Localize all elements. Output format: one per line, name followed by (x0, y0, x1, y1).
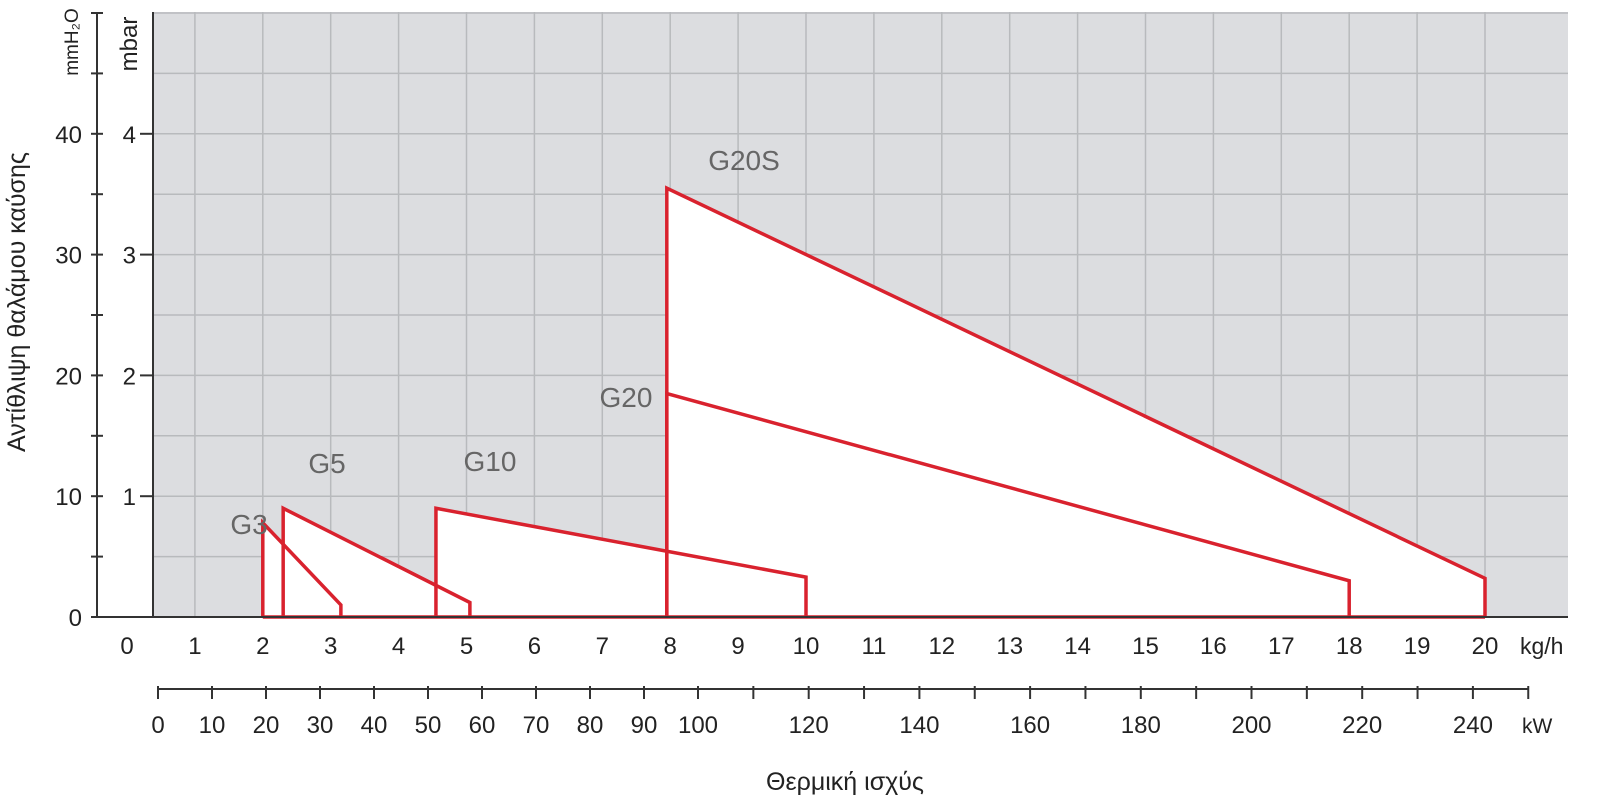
x-tick-label-kw: 0 (151, 712, 164, 739)
series-labels: G3 G5 G10 G20 G20S (230, 145, 779, 540)
x-tick-label-kgh: 16 (1200, 633, 1227, 660)
x-tick-label-kw: 30 (307, 712, 334, 739)
x-tick-label-kgh: 11 (861, 633, 886, 660)
x-unit-kgh: kg/h (1520, 633, 1563, 659)
x-tick-label-kgh: 9 (731, 633, 744, 660)
y-unit-mbar: mbar (116, 17, 143, 72)
series-line-g5 (281, 505, 472, 617)
x-tick-label-kw: 160 (1010, 712, 1050, 739)
x-unit-kw: kW (1522, 715, 1553, 738)
series-line-g20s (665, 185, 1487, 617)
y-tick-label-mmh2o: 30 (55, 243, 82, 270)
x-tick-label-kw: 240 (1453, 712, 1493, 739)
x-tick-label-kw: 40 (361, 712, 388, 739)
x-tick-label-kgh: 3 (324, 633, 337, 660)
x-tick-label-kw: 80 (577, 712, 604, 739)
x-tick-label-kw: 100 (678, 712, 718, 739)
series-label-g10: G10 (464, 446, 517, 477)
x-tick-label-kgh: 1 (188, 633, 201, 660)
x-tick-label-kw: 140 (899, 712, 939, 739)
x-tick-label-kgh: 2 (256, 633, 269, 660)
x-axis-label: Θερμική ισχύς (766, 768, 924, 796)
y-tick-label-mmh2o: 40 (55, 122, 82, 149)
series-label-g5: G5 (308, 448, 345, 479)
y-tick-label-mmh2o: 10 (55, 484, 82, 511)
y-tick-label-mmh2o: 20 (55, 363, 82, 390)
x-tick-label-kw: 70 (523, 712, 550, 739)
x-tick-label-kgh: 10 (793, 633, 820, 660)
x-axis-kgh: 0 1 2 3 4 5 6 7 8 9 10 11 12 13 14 15 16 17 18 19 20 (120, 633, 1498, 660)
x-tick-label-kw: 200 (1231, 712, 1271, 739)
x-axis-kw: 0 10 20 30 40 50 60 70 80 90 100 120 140 160 180 200 220… (151, 686, 1530, 739)
x-tick-label-kw: 220 (1342, 712, 1382, 739)
x-tick-label-kgh: 17 (1268, 633, 1295, 660)
x-tick-label-kgh: 20 (1472, 633, 1499, 660)
y-tick-label-mmh2o: 0 (69, 605, 82, 632)
x-tick-label-kgh: 8 (664, 633, 677, 660)
x-tick-label-kw: 180 (1121, 712, 1161, 739)
x-tick-label-kgh: 4 (392, 633, 405, 660)
y-axis: 0 10 20 30 40 1 2 3 4 (55, 12, 1568, 632)
series-label-g3: G3 (230, 509, 267, 540)
x-tick-label-kgh: 0 (120, 633, 133, 660)
series-label-g20: G20 (600, 382, 653, 413)
y-tick-label-mbar: 2 (123, 363, 136, 390)
x-tick-label-kw: 50 (415, 712, 442, 739)
y-unit-mmh2o: mmH₂O (62, 8, 83, 76)
x-tick-label-kw: 20 (253, 712, 280, 739)
x-tick-label-kgh: 15 (1132, 633, 1159, 660)
x-tick-label-kgh: 14 (1064, 633, 1091, 660)
region-g20s (666, 188, 1485, 617)
x-tick-label-kgh: 6 (528, 633, 541, 660)
x-tick-label-kw: 10 (199, 712, 226, 739)
x-tick-label-kgh: 18 (1336, 633, 1363, 660)
x-tick-label-kw: 120 (789, 712, 829, 739)
region-g5 (283, 508, 470, 617)
x-tick-label-kgh: 5 (460, 633, 473, 660)
x-tick-label-kw: 60 (469, 712, 496, 739)
region-fills (262, 188, 1485, 617)
y-tick-label-mbar: 1 (123, 484, 136, 511)
x-tick-label-kgh: 7 (596, 633, 609, 660)
series-label-g20s: G20S (708, 145, 780, 176)
series-line-g10 (434, 506, 808, 617)
series-line-g3 (261, 518, 343, 617)
x-tick-label-kw: 90 (631, 712, 658, 739)
y-tick-label-mbar: 3 (123, 243, 136, 270)
x-tick-label-kgh: 19 (1404, 633, 1431, 660)
y-axis-label: Αντίθλιψη θαλάμου καύσης (3, 152, 31, 452)
x-tick-label-kgh: 12 (928, 633, 955, 660)
y-tick-label-mbar: 4 (123, 122, 136, 149)
x-tick-label-kgh: 13 (996, 633, 1023, 660)
